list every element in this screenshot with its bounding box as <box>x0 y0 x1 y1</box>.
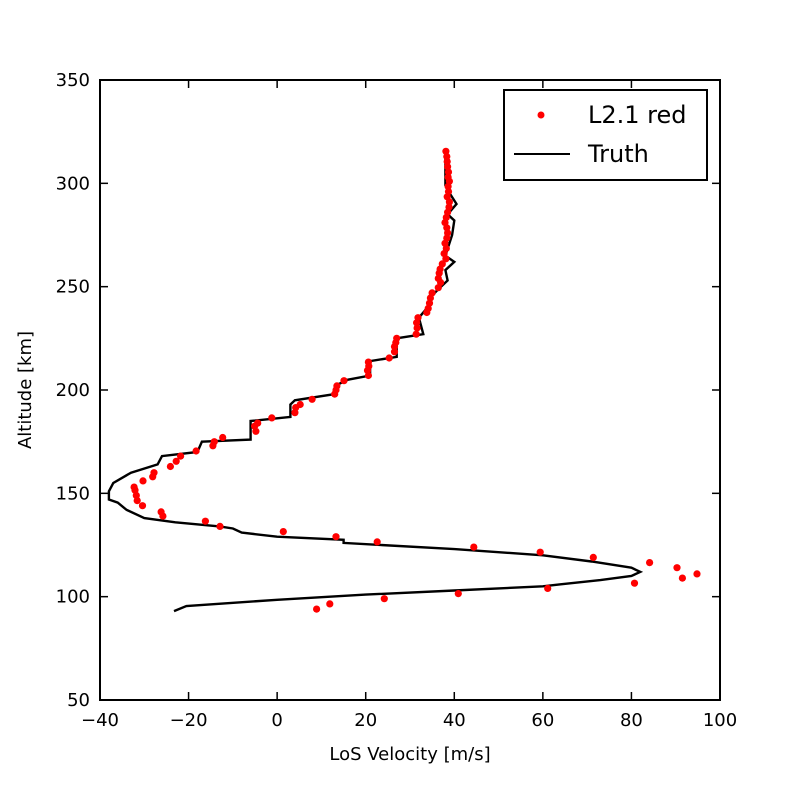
data-point-l2-1-red <box>177 452 185 460</box>
x-tick-label: 80 <box>620 710 643 731</box>
data-point-l2-1-red <box>445 203 453 211</box>
data-point-l2-1-red <box>444 188 453 196</box>
data-point-l2-1-red <box>412 330 420 338</box>
data-point-l2-1-red <box>192 447 200 455</box>
x-tick-label: −40 <box>81 710 119 731</box>
data-point-l2-1-red <box>693 570 701 578</box>
plot-area <box>107 147 701 613</box>
y-tick-label: 50 <box>67 690 90 711</box>
data-point-l2-1-red <box>589 553 597 562</box>
x-tick-label: −20 <box>170 710 208 731</box>
data-point-l2-1-red <box>413 324 421 332</box>
data-point-l2-1-red <box>139 477 147 485</box>
legend-marker-l2-1-red <box>537 111 545 119</box>
legend-box <box>503 89 708 181</box>
data-point-l2-1-red <box>470 543 478 551</box>
y-tick-label: 350 <box>56 70 90 91</box>
y-tick-label: 200 <box>56 380 90 401</box>
data-point-l2-1-red <box>444 163 452 171</box>
y-tick-label: 150 <box>56 483 90 504</box>
data-point-l2-1-red <box>414 314 422 322</box>
data-point-l2-1-red <box>678 574 687 582</box>
legend: L2.1 red Truth <box>503 89 708 181</box>
data-point-l2-1-red <box>646 559 654 567</box>
x-tick-label: 20 <box>354 710 377 731</box>
plot-frame <box>99 79 721 701</box>
x-axis-label: LoS Velocity [m/s] <box>329 744 490 765</box>
data-point-l2-1-red <box>130 483 138 491</box>
x-tick-label: 100 <box>703 710 737 731</box>
data-point-l2-1-red <box>150 469 158 477</box>
data-point-l2-1-red <box>201 517 209 525</box>
axis-ticks: −40 −20 0 20 40 60 80 100 50 100 150 200 250 300 350 <box>56 70 738 731</box>
data-point-l2-1-red <box>630 579 639 587</box>
y-axis-label: Altitude [km] <box>15 331 36 449</box>
data-point-l2-1-red <box>296 400 304 409</box>
data-point-l2-1-red <box>308 395 316 403</box>
y-tick-label: 100 <box>56 587 90 608</box>
data-point-l2-1-red <box>216 522 224 531</box>
data-point-l2-1-red <box>373 538 381 546</box>
data-point-l2-1-red <box>390 348 399 356</box>
data-point-l2-1-red <box>380 595 388 603</box>
legend-label-truth: Truth <box>587 140 649 168</box>
data-point-l2-1-red <box>393 334 401 342</box>
data-point-l2-1-red <box>166 462 174 471</box>
data-point-l2-1-red <box>544 584 552 593</box>
data-point-l2-1-red <box>364 358 372 366</box>
data-point-l2-1-red <box>333 382 341 390</box>
data-point-l2-1-red <box>157 508 165 516</box>
data-point-l2-1-red <box>268 414 276 422</box>
data-point-l2-1-red <box>385 354 393 362</box>
data-point-l2-1-red <box>210 438 218 446</box>
legend-label-l2-1-red: L2.1 red <box>588 101 687 129</box>
y-tick-label: 300 <box>56 173 90 194</box>
data-point-l2-1-red <box>428 289 436 297</box>
data-point-l2-1-red <box>254 419 262 427</box>
series-line-truth <box>107 150 644 613</box>
x-tick-label: 60 <box>531 710 554 731</box>
data-point-l2-1-red <box>172 457 180 465</box>
data-point-l2-1-red <box>313 605 321 613</box>
y-tick-label: 250 <box>56 277 90 298</box>
data-point-l2-1-red <box>673 564 681 572</box>
data-point-l2-1-red <box>454 590 462 598</box>
data-point-l2-1-red <box>442 147 450 155</box>
x-tick-label: 40 <box>443 710 466 731</box>
data-point-l2-1-red <box>332 533 340 541</box>
data-point-l2-1-red <box>536 548 544 556</box>
data-point-l2-1-red <box>279 528 287 536</box>
data-point-l2-1-red <box>138 502 147 510</box>
data-point-l2-1-red <box>438 260 446 268</box>
data-point-l2-1-red <box>340 377 348 385</box>
x-tick-label: 0 <box>271 710 282 731</box>
data-point-l2-1-red <box>326 600 334 608</box>
data-point-l2-1-red <box>219 433 227 442</box>
